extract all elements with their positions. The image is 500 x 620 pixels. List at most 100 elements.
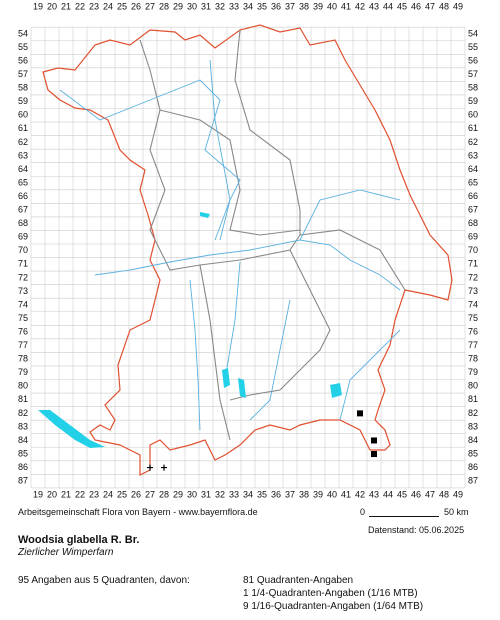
- row-label: 67: [468, 205, 478, 215]
- column-label: 19: [33, 489, 43, 499]
- row-label: 75: [468, 313, 478, 323]
- column-label: 49: [453, 1, 463, 11]
- river: [209, 59, 231, 241]
- column-label: 25: [117, 1, 127, 11]
- column-label: 37: [285, 489, 295, 499]
- column-label: 31: [201, 1, 211, 11]
- row-label: 85: [468, 448, 478, 458]
- river: [299, 189, 401, 241]
- row-label: 54: [468, 28, 478, 38]
- river: [249, 299, 291, 421]
- column-label: 40: [327, 1, 337, 11]
- row-label: 59: [468, 96, 478, 106]
- column-label: 48: [439, 1, 449, 11]
- row-label: 79: [18, 367, 28, 377]
- species-name: Woodsia glabella R. Br.: [18, 534, 140, 546]
- row-label: 76: [468, 326, 478, 336]
- row-label: 84: [18, 435, 28, 445]
- row-label: 70: [18, 245, 28, 255]
- lake: [200, 212, 210, 218]
- column-label: 46: [411, 489, 421, 499]
- column-label: 34: [243, 1, 253, 11]
- row-label: 73: [18, 286, 28, 296]
- record-cross: [147, 464, 153, 471]
- row-label: 61: [468, 123, 478, 133]
- row-label: 68: [468, 218, 478, 228]
- row-label: 86: [18, 462, 28, 472]
- column-label: 45: [397, 1, 407, 11]
- row-label: 58: [18, 83, 28, 93]
- row-label: 56: [18, 55, 28, 65]
- column-label: 26: [131, 489, 141, 499]
- row-label: 80: [18, 381, 28, 391]
- row-label: 60: [468, 110, 478, 120]
- row-label: 57: [18, 69, 28, 79]
- river: [94, 239, 401, 291]
- river: [339, 329, 401, 421]
- row-label: 78: [468, 354, 478, 364]
- column-label: 25: [117, 489, 127, 499]
- lakes: [38, 212, 342, 448]
- column-label: 24: [103, 489, 113, 499]
- column-label: 47: [425, 1, 435, 11]
- row-label: 61: [18, 123, 28, 133]
- row-label: 74: [468, 299, 478, 309]
- column-label: 38: [299, 1, 309, 11]
- row-label: 85: [18, 448, 28, 458]
- column-label: 30: [187, 1, 197, 11]
- row-label: 77: [468, 340, 478, 350]
- row-label: 54: [18, 28, 28, 38]
- column-label: 36: [271, 1, 281, 11]
- row-label: 56: [468, 55, 478, 65]
- row-label: 76: [18, 326, 28, 336]
- record-cross: [161, 464, 167, 471]
- row-label: 57: [468, 69, 478, 79]
- column-label: 39: [313, 489, 323, 499]
- row-label: 87: [18, 476, 28, 486]
- row-label: 72: [18, 272, 28, 282]
- column-label: 42: [355, 489, 365, 499]
- lake: [222, 368, 230, 388]
- column-label: 22: [75, 1, 85, 11]
- district-border: [234, 29, 406, 291]
- district-border: [229, 249, 331, 401]
- credit: Arbeitsgemeinschaft Flora von Bayern - w…: [18, 507, 258, 517]
- row-label: 67: [18, 205, 28, 215]
- row-label: 82: [468, 408, 478, 418]
- column-label: 48: [439, 489, 449, 499]
- column-label: 19: [33, 1, 43, 11]
- breakdown: 81 Quadranten-Angaben: [243, 575, 354, 586]
- row-label: 66: [18, 191, 28, 201]
- column-label: 33: [229, 1, 239, 11]
- column-label: 21: [61, 1, 71, 11]
- breakdown: 9 1/16-Quadranten-Angaben (1/64 MTB): [243, 601, 424, 612]
- row-label: 81: [468, 394, 478, 404]
- column-label: 49: [453, 489, 463, 499]
- row-label: 63: [18, 150, 28, 160]
- column-label: 37: [285, 1, 295, 11]
- column-label: 45: [397, 489, 407, 499]
- row-label: 63: [468, 150, 478, 160]
- row-label: 87: [468, 476, 478, 486]
- district-border: [139, 39, 301, 271]
- district-border: [199, 264, 231, 441]
- column-label: 33: [229, 489, 239, 499]
- breakdown: 1 1/4-Quadranten-Angaben (1/16 MTB): [243, 588, 418, 599]
- column-label: 20: [47, 1, 57, 11]
- row-label: 60: [18, 110, 28, 120]
- column-label: 47: [425, 489, 435, 499]
- row-label: 73: [468, 286, 478, 296]
- record-square: [371, 437, 377, 444]
- record-square: [357, 410, 363, 417]
- summary: 95 Angaben aus 5 Quadranten, davon:: [18, 575, 190, 586]
- column-label: 24: [103, 1, 113, 11]
- column-label: 32: [215, 489, 225, 499]
- row-label: 64: [18, 164, 28, 174]
- scale-start: 0: [360, 507, 366, 517]
- rivers: [59, 59, 401, 431]
- column-label: 46: [411, 1, 421, 11]
- row-label: 64: [468, 164, 478, 174]
- row-label: 65: [18, 177, 28, 187]
- row-label: 69: [18, 232, 28, 242]
